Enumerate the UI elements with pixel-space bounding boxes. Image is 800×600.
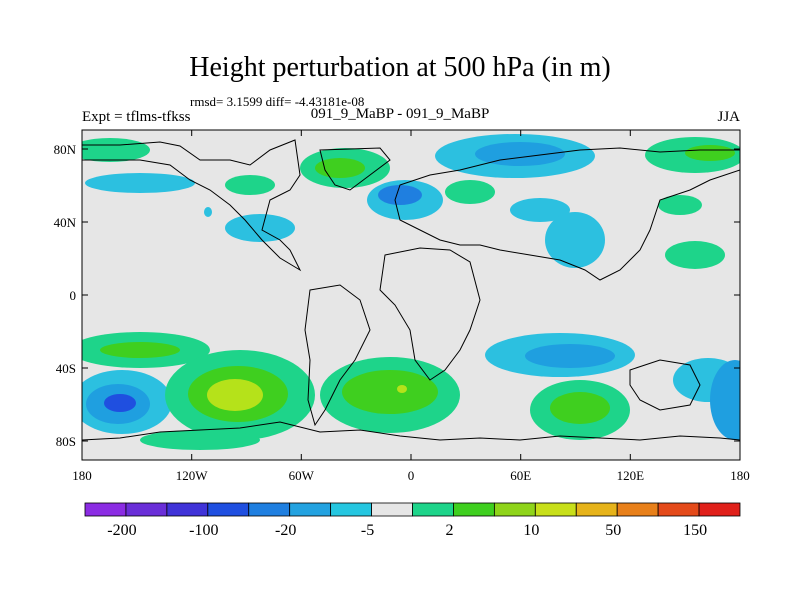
chart-title: Height perturbation at 500 hPa (in m) (189, 52, 611, 83)
colorbar-swatch (575, 502, 618, 517)
contour-region (685, 145, 735, 161)
colorbar-swatch (207, 502, 250, 517)
eurasia-outline (394, 147, 740, 281)
colorbar-swatch (534, 502, 577, 517)
contour-region (658, 195, 702, 215)
colorbar-swatch (125, 502, 168, 517)
colorbar-swatch (371, 502, 413, 517)
lat-tick-label: 80N (54, 142, 77, 157)
contour-region (100, 342, 180, 358)
colorbar-swatch (248, 502, 291, 517)
longitude-axis: 180 120W 60W 0 60E 120E 180 (72, 130, 750, 483)
experiment-label: Expt = tflms-tfkss (82, 109, 191, 125)
colorbar-label: -20 (275, 522, 296, 539)
contour-region (525, 344, 615, 368)
latitude-axis: 80N 40N 0 40S 80S (54, 142, 740, 449)
contour-region (225, 175, 275, 195)
contour-region (550, 392, 610, 424)
north-america-outline (82, 139, 302, 272)
colorbar-swatch (289, 502, 332, 517)
lon-tick-label: 0 (408, 468, 415, 483)
colorbar-swatch (412, 502, 454, 517)
colorbar-label: -5 (361, 522, 374, 539)
colorbar-label: 50 (605, 522, 621, 539)
lat-tick-label: 80S (56, 434, 76, 449)
colorbar-label: -100 (189, 522, 218, 539)
contour-region (665, 241, 725, 269)
colorbar-swatch (453, 502, 495, 517)
coastlines (82, 139, 740, 441)
colorbar-swatch (616, 502, 659, 517)
colorbar-swatch (657, 502, 700, 517)
lon-tick-label: 180 (72, 468, 92, 483)
africa-outline (379, 247, 481, 381)
lon-tick-label: 180 (730, 468, 750, 483)
lon-tick-label: 60E (510, 468, 531, 483)
stats-text: rmsd= 3.1599 diff= -4.43181e-08 (190, 94, 365, 109)
contour-fills (82, 134, 740, 450)
colorbar-label: 10 (523, 522, 539, 539)
contour-region (475, 142, 565, 166)
colorbar-label: -200 (107, 522, 136, 539)
colorbar-swatch (493, 502, 536, 517)
contour-region (397, 385, 407, 393)
season-label: JJA (717, 109, 740, 125)
contour-region (204, 207, 212, 217)
lat-tick-label: 40N (54, 215, 77, 230)
colorbar-swatch (84, 502, 127, 517)
contour-region (140, 430, 260, 450)
lon-tick-label: 60W (289, 468, 315, 483)
australia-outline (629, 359, 701, 411)
antarctica-outline (82, 421, 740, 441)
case-label: 091_9_MaBP - 091_9_MaBP (310, 106, 490, 122)
contour-region (445, 180, 495, 204)
colorbar: -200 -100 -20 -5 2 10 50 150 (84, 502, 741, 539)
colorbar-label: 2 (445, 522, 453, 539)
contour-region (225, 214, 295, 242)
colorbar-swatch (698, 502, 741, 517)
contour-region (510, 198, 570, 222)
colorbar-swatch (166, 502, 209, 517)
south-america-outline (304, 284, 371, 427)
lon-tick-label: 120E (617, 468, 645, 483)
contour-region (85, 173, 195, 193)
contour-region (342, 370, 438, 414)
colorbar-swatch (330, 502, 372, 517)
lon-tick-label: 120W (176, 468, 209, 483)
contour-region (378, 185, 422, 205)
contour-region (710, 360, 740, 440)
contour-region (207, 379, 263, 411)
contour-region (545, 212, 605, 268)
lat-tick-label: 0 (70, 288, 77, 303)
contour-region (104, 394, 136, 412)
colorbar-label: 150 (683, 522, 707, 539)
greenland-outline (319, 147, 391, 191)
lat-tick-label: 40S (56, 361, 76, 376)
